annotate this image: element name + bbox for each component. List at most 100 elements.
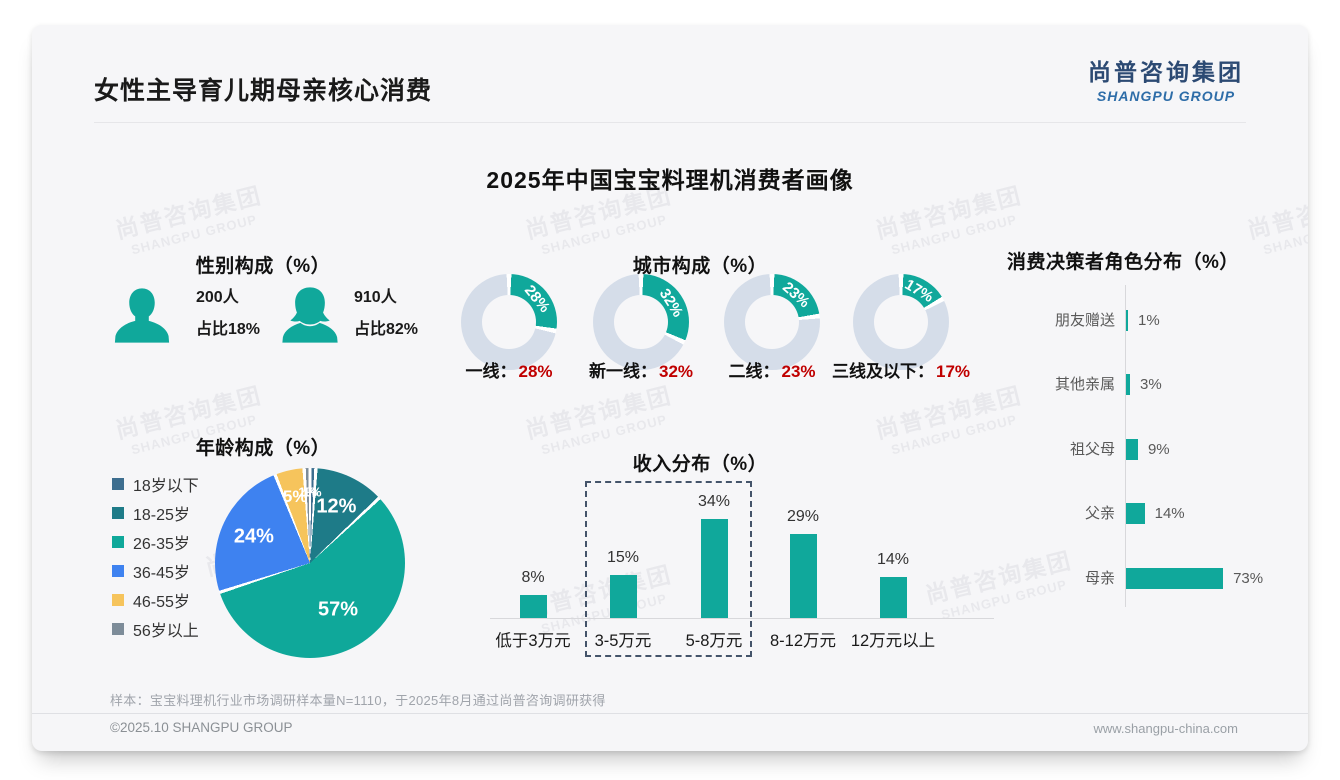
decision-row: 其他亲属 3% [1000,374,1305,395]
city-section-title: 城市构成（%） [632,256,768,277]
age-legend-item: 18-25岁 [112,498,199,527]
city-tier-value: 23% [781,362,816,381]
decision-bar [1126,374,1130,395]
city-donut: 17% [853,274,949,370]
city-tier-label: 三线及以下： 17% [811,357,991,382]
income-value-label: 29% [786,507,820,525]
income-bar-chart: 8% 低于3万元 15% 3-5万元 34% 5-8万元 29% 8-12万元 14% 12万元以… [482,470,1002,685]
website-url: www.shangpu-china.com [1093,721,1238,736]
pie-slice-label: 24% [233,525,274,548]
age-legend-label: 46-55岁 [133,593,190,611]
brand-logo-en: SHANGPU GROUP [1096,88,1236,104]
age-legend-swatch [112,477,124,490]
donut-value-label: 23% [778,278,813,312]
age-section-title: 年龄构成（%） [195,438,331,459]
decision-bar [1126,309,1128,331]
gender-section-title: 性别构成（%） [195,256,331,277]
age-legend-label: 36-45岁 [133,564,190,582]
pie-slice-label: 12% [316,495,357,518]
income-bar [789,533,817,618]
decision-bar [1126,503,1145,524]
decision-value-label: 9% [1147,440,1170,458]
decision-bar [1126,438,1138,460]
age-legend-item: 18岁以下 [112,469,199,498]
age-legend: 18岁以下 18-25岁 26-35岁 36-45岁 46-55岁 56岁以上 [112,469,199,643]
slide-card: 尚普咨询集团 SHANGPU GROUP 尚普咨询集团 SHANGPU GROUP 尚普… [32,25,1308,751]
pie-slice-label: 1% [302,484,322,500]
donut-value-label: 17% [902,276,937,306]
age-legend-item: 26-35岁 [112,527,199,556]
income-bar [519,594,547,618]
income-value-label: 15% [606,548,640,566]
city-tier-name: 二线： [728,362,780,381]
pie-slice-label: 57% [317,598,358,621]
age-legend-label: 18-25岁 [133,506,190,524]
female-icon [282,287,338,343]
income-section-title: 收入分布（%） [632,454,768,475]
brand-watermark-en: SHANGPU GROUP [1261,212,1308,258]
brand-watermark-cn: 尚普咨询集团 [522,381,675,444]
city-tier-label: 新一线： 32% [551,357,731,382]
pie-slice-label: 5% [282,486,308,506]
pie-slice-label: 1% [298,484,318,500]
city-tier-name: 新一线： [588,362,657,381]
income-value-label: 34% [697,493,731,511]
income-category-label: 12万元以上 [850,632,936,650]
age-legend-label: 56岁以上 [133,622,199,640]
city-tier-name: 一线： [465,362,517,381]
title-divider [94,122,1246,123]
age-legend-item: 36-45岁 [112,556,199,585]
decision-category-label: 祖父母 [1069,440,1115,458]
decision-row: 母亲 73% [1000,567,1305,589]
income-bar [700,519,728,618]
age-legend-swatch [112,622,124,635]
decision-category-label: 朋友赠送 [1054,311,1115,329]
income-bar [879,577,907,618]
age-legend-swatch [112,593,124,606]
city-tier-name: 三线及以下： [831,362,934,381]
income-axis-line [490,618,994,619]
decision-category-label: 父亲 [1084,505,1115,522]
brand-logo: 尚普咨询集团 SHANGPU GROUP [1088,53,1244,104]
sample-note: 样本：宝宝料理机行业市场调研样本量N=1110，于2025年8月通过尚普咨询调研… [110,693,606,708]
city-tier-label: 一线： 28% [419,357,599,382]
decision-category-label: 其他亲属 [1054,376,1115,393]
age-legend-swatch [112,506,124,519]
age-legend-label: 26-35岁 [133,535,190,553]
income-category-label: 3-5万元 [594,632,652,650]
brand-logo-cn: 尚普咨询集团 [1088,59,1244,85]
decision-row: 朋友赠送 1% [1000,309,1305,331]
income-value-label: 8% [521,568,545,586]
decision-value-label: 1% [1138,311,1160,329]
decision-value-label: 3% [1139,376,1162,393]
male-icon [114,288,170,343]
donut-value-label: 28% [520,282,553,317]
female-share: 占比82% [354,321,419,338]
decision-axis-line [1125,285,1126,607]
city-tier-value: 17% [935,362,971,381]
city-tier-value: 32% [658,362,694,381]
decision-row: 祖父母 9% [1000,438,1305,460]
decision-bar-chart: 朋友赠送 1% 其他亲属 3% 祖父母 9% 父亲 14% 母亲 73% [1000,283,1305,615]
male-share: 占比18% [196,321,261,338]
copyright-text: ©2025.10 SHANGPU GROUP [110,720,293,735]
page-title: 女性主导育儿期母亲核心消费 [94,77,433,105]
female-count: 910人 [354,289,397,306]
age-legend-swatch [112,535,124,548]
age-legend-label: 18岁以下 [133,477,199,495]
decision-value-label: 14% [1154,505,1185,522]
city-donut: 28% [461,274,557,370]
income-bar [609,574,637,618]
age-pie-chart: 1% 12% 57% 24% 5% 1% [215,468,405,658]
decision-value-label: 73% [1233,569,1264,587]
income-highlight-box [585,481,752,657]
decision-row: 父亲 14% [1000,503,1305,524]
income-value-label: 14% [876,551,910,569]
income-category-label: 低于3万元 [495,632,571,650]
city-tier-label: 二线： 23% [682,357,862,382]
income-category-label: 8-12万元 [769,632,837,650]
donut-value-label: 32% [656,285,687,320]
male-count: 200人 [196,289,239,306]
